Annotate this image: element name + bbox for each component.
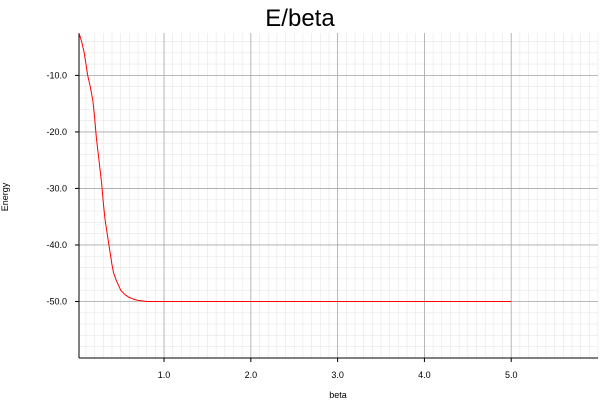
chart-title: E/beta (265, 5, 335, 32)
y-tick-label: -10.0 (46, 70, 67, 80)
x-tick-label: 3.0 (331, 370, 344, 380)
series-layer (78, 32, 512, 302)
series-line (78, 32, 512, 302)
minor-grid (79, 33, 599, 359)
y-tick-label: -30.0 (46, 183, 67, 193)
x-tick-label: 4.0 (418, 370, 431, 380)
y-tick-label: -40.0 (46, 240, 67, 250)
x-tick-label: 5.0 (505, 370, 518, 380)
y-tick-label: -50.0 (46, 296, 67, 306)
x-tick-label: 2.0 (245, 370, 258, 380)
y-ticks: -10.0 -20.0 -30.0 -40.0 -50.0 (46, 70, 79, 306)
x-ticks: 1.0 2.0 3.0 4.0 5.0 (158, 358, 518, 380)
y-axis-label: Energy (0, 182, 10, 211)
y-tick-label: -20.0 (46, 127, 67, 137)
x-tick-label: 1.0 (158, 370, 171, 380)
x-axis-label: beta (329, 390, 347, 400)
